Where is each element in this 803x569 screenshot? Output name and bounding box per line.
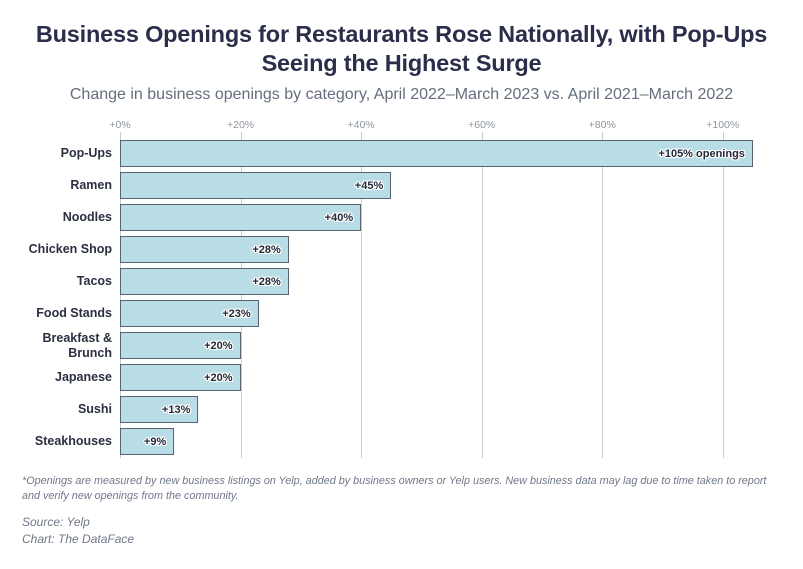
footnote: *Openings are measured by new business l…	[22, 475, 767, 503]
value-label: +20%	[204, 339, 233, 352]
credits: Source: Yelp Chart: The DataFace	[22, 514, 134, 549]
category-label: Breakfast & Brunch	[42, 331, 112, 360]
value-label: +20%	[204, 371, 233, 384]
axis-tick-label: +0%	[109, 119, 131, 131]
category-label: Steakhouses	[34, 434, 112, 449]
gridline	[240, 132, 242, 458]
gridline	[361, 132, 363, 458]
category-label: Noodles	[62, 210, 112, 225]
axis-tick-label: +20%	[226, 119, 255, 131]
category-label: Chicken Shop	[28, 242, 112, 257]
bar: +28%	[120, 236, 289, 263]
axis-tick-label: +60%	[468, 119, 496, 131]
category-label: Ramen	[70, 178, 112, 193]
chart-row: Noodles +40%	[63, 204, 768, 231]
chart-row: Sushi +13%	[78, 396, 768, 423]
bar: +20%	[120, 364, 241, 391]
bar: +13%	[120, 396, 199, 423]
category-label: Pop-Ups	[60, 146, 112, 161]
value-label: +13%	[161, 403, 191, 416]
chart-row: Tacos +28%	[77, 268, 768, 295]
category-label: Tacos	[76, 274, 112, 289]
category-label: Sushi	[77, 402, 112, 417]
bar: +9%	[120, 428, 175, 455]
chart-row: Food Stands +23%	[36, 300, 768, 327]
category-label: Japanese	[55, 370, 112, 385]
value-label: +40%	[324, 211, 354, 224]
value-label: +45%	[354, 179, 384, 192]
axis-tick-label: +80%	[588, 119, 616, 131]
chart-row: Steakhouses +9%	[35, 428, 768, 455]
chart-row: Pop-Ups +105% openings	[61, 140, 768, 167]
axis-tick-label: +40%	[347, 119, 375, 131]
source-line: Source: Yelp	[22, 515, 90, 529]
page-subtitle: Change in business openings by category,…	[69, 86, 734, 104]
chart-credit-line: Chart: The DataFace	[22, 532, 135, 547]
value-label: +28%	[252, 275, 281, 288]
chart-row: Japanese +20%	[55, 364, 768, 391]
axis-tick-label: +100%	[706, 119, 740, 131]
bar: +45%	[120, 172, 392, 199]
value-label: +28%	[252, 243, 281, 256]
value-label: +23%	[222, 307, 251, 320]
value-label: +105% openings	[658, 147, 745, 160]
category-label: Food Stands	[36, 306, 112, 321]
value-label: +9%	[143, 435, 167, 448]
chart-row: Breakfast & Brunch +20%	[43, 331, 768, 360]
bar-chart: +0% +20% +40% +60% +80% +100% Pop-Ups +105% ope…	[29, 119, 768, 460]
gridline	[722, 132, 724, 458]
gridline	[481, 132, 483, 458]
bar: +23%	[120, 300, 259, 327]
chart-row: Chicken Shop +28%	[29, 236, 768, 263]
chart-row: Ramen +45%	[70, 172, 768, 199]
bar: +105% openings	[120, 140, 753, 167]
bar: +40%	[120, 204, 362, 231]
bar: +20%	[120, 332, 241, 359]
bar: +28%	[120, 268, 289, 295]
gridline	[120, 132, 121, 458]
page-title: Business Openings for Restaurants Rose N…	[35, 21, 768, 76]
gridline	[602, 132, 604, 458]
